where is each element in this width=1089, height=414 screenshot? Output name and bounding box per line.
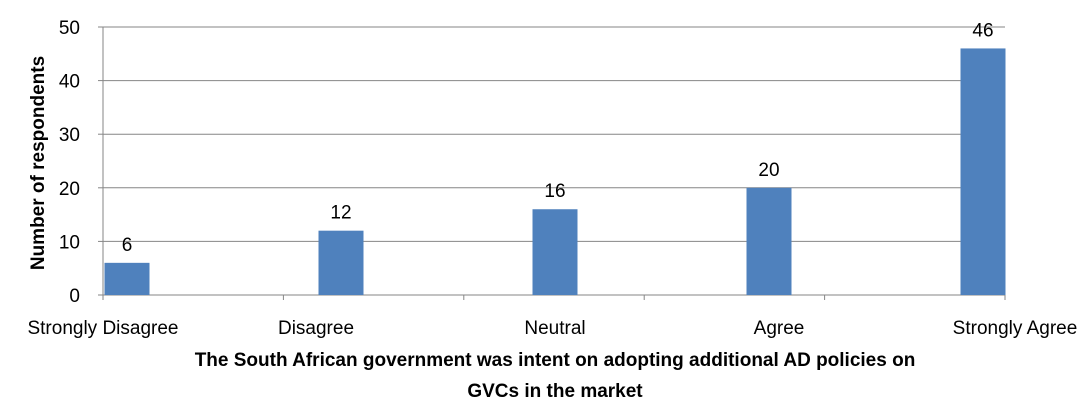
y-tick-label: 50 xyxy=(59,18,80,39)
y-tick-label: 10 xyxy=(59,232,80,253)
y-tick-label: 20 xyxy=(59,179,80,200)
bar xyxy=(104,262,150,295)
y-tick-label: 30 xyxy=(59,125,80,146)
x-axis-title-line-1: The South African government was intent … xyxy=(195,350,916,371)
bar xyxy=(746,187,792,295)
data-label: 6 xyxy=(122,235,133,256)
category-label: Neutral xyxy=(524,318,585,339)
data-label: 16 xyxy=(544,181,565,202)
y-tick-labels: 0 10 20 30 40 50 xyxy=(59,18,80,307)
bar xyxy=(532,209,578,295)
data-label: 12 xyxy=(330,203,351,224)
category-label: Agree xyxy=(754,318,805,339)
bar xyxy=(960,48,1006,295)
y-axis-title: Number of respondents xyxy=(28,56,49,270)
category-label: Disagree xyxy=(278,318,354,339)
x-axis-title-line-2: GVCs in the market xyxy=(467,381,643,402)
category-label: Strongly Agree xyxy=(953,318,1078,339)
y-tick-label: 0 xyxy=(69,286,80,307)
gridlines xyxy=(103,26,1005,242)
data-labels: 6 12 16 20 46 xyxy=(122,20,994,255)
data-label: 20 xyxy=(758,160,779,181)
y-tick-label: 40 xyxy=(59,72,80,93)
category-labels: Strongly Disagree Disagree Neutral Agree Str… xyxy=(27,318,1077,339)
bar xyxy=(318,230,364,295)
bars xyxy=(104,48,1006,295)
category-label: Strongly Disagree xyxy=(27,318,178,339)
data-label: 46 xyxy=(972,20,993,41)
